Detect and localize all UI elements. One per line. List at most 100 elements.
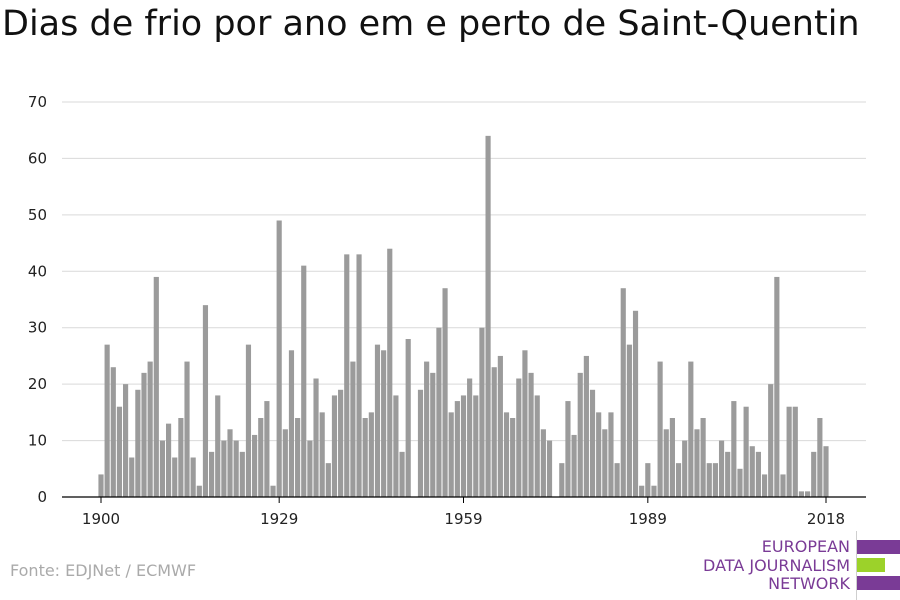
bar-2013 xyxy=(792,406,798,497)
logo-divider xyxy=(856,531,857,600)
bar-2015 xyxy=(804,491,811,497)
bar-1967 xyxy=(510,418,516,497)
bar-1962 xyxy=(479,327,485,497)
bar-1944 xyxy=(368,412,374,497)
y-tick-label: 40 xyxy=(28,262,47,280)
bar-1921 xyxy=(227,429,233,497)
y-tick-label: 0 xyxy=(37,488,47,506)
bar-1912 xyxy=(172,457,178,497)
bar-1913 xyxy=(178,418,184,497)
bar-1947 xyxy=(387,248,393,497)
source-note: Fonte: EDJNet / ECMWF xyxy=(10,561,197,580)
bar-1966 xyxy=(503,412,510,497)
bar-1981 xyxy=(596,412,602,497)
bar-1946 xyxy=(381,350,387,497)
bar-1985 xyxy=(620,288,626,497)
bar-1958 xyxy=(454,401,460,497)
bar-1900 xyxy=(98,474,104,497)
edjnet-logo: EUROPEAN DATA JOURNALISM NETWORK xyxy=(700,531,900,600)
bar-2017 xyxy=(817,418,823,497)
bar-2009 xyxy=(768,384,774,497)
x-tick-label: 1900 xyxy=(82,510,120,528)
bar-1940 xyxy=(344,254,350,497)
bar-2005 xyxy=(743,406,749,497)
bar-1969 xyxy=(522,350,528,497)
bar-series xyxy=(98,135,829,498)
bar-1918 xyxy=(209,451,215,497)
bar-1999 xyxy=(706,463,712,497)
bar-1997 xyxy=(694,429,700,497)
bar-1931 xyxy=(288,350,295,497)
bar-1990 xyxy=(651,485,657,497)
x-tick-label: 1959 xyxy=(444,510,482,528)
bar-1963 xyxy=(485,135,491,498)
bar-1956 xyxy=(442,288,448,497)
axes: 0 10 20 30 40 50 60 70 1900 1929 1959 1989 2018 xyxy=(28,93,866,528)
bar-1936 xyxy=(319,412,325,497)
bar-1978 xyxy=(577,372,583,497)
bar-1961 xyxy=(473,395,479,497)
bar-1928 xyxy=(270,485,276,497)
bar-1991 xyxy=(657,361,663,497)
bar-1914 xyxy=(184,361,190,497)
logo-bar-purple-bottom xyxy=(857,576,900,590)
bar-2003 xyxy=(731,401,737,497)
bar-1950 xyxy=(405,339,411,497)
bar-1998 xyxy=(700,418,706,497)
bar-2014 xyxy=(798,491,804,497)
bar-1917 xyxy=(202,305,209,497)
bar-2000 xyxy=(712,463,718,497)
bar-1965 xyxy=(497,355,503,497)
bar-2008 xyxy=(761,474,768,497)
bar-1964 xyxy=(491,367,497,497)
logo-line-european: EUROPEAN xyxy=(761,537,850,556)
logo-line-network: NETWORK xyxy=(768,574,850,593)
bar-1952 xyxy=(417,389,424,497)
bar-1943 xyxy=(362,418,368,497)
bar-1989 xyxy=(645,463,651,497)
bar-1915 xyxy=(190,457,196,497)
bar-1986 xyxy=(626,344,632,497)
bar-1904 xyxy=(123,384,129,497)
bar-1983 xyxy=(608,412,614,497)
bar-2002 xyxy=(725,451,731,497)
x-tick-label: 2018 xyxy=(807,510,845,528)
bar-1935 xyxy=(313,378,319,497)
bar-1945 xyxy=(374,344,381,497)
y-tick-label: 10 xyxy=(28,432,47,450)
y-tick-label: 20 xyxy=(28,375,47,393)
bar-1939 xyxy=(338,389,344,497)
bar-1979 xyxy=(583,355,589,497)
bar-1949 xyxy=(399,451,405,497)
bar-1922 xyxy=(233,440,239,497)
bar-1982 xyxy=(602,429,608,497)
bar-2001 xyxy=(718,440,725,497)
bar-1903 xyxy=(116,406,123,497)
bar-1926 xyxy=(258,418,264,497)
bar-1923 xyxy=(239,451,245,497)
bar-1909 xyxy=(153,276,159,497)
bar-2018 xyxy=(823,446,829,497)
logo-bar-green xyxy=(857,558,885,572)
bar-2011 xyxy=(780,474,786,497)
bar-1957 xyxy=(448,412,454,497)
bar-1987 xyxy=(632,310,639,497)
bar-1933 xyxy=(301,265,307,497)
bar-1924 xyxy=(245,344,252,497)
bar-1984 xyxy=(614,463,620,497)
bar-1938 xyxy=(331,395,338,497)
bar-1942 xyxy=(356,254,362,497)
bar-1906 xyxy=(135,389,141,497)
bar-1996 xyxy=(688,361,694,497)
bar-1954 xyxy=(430,372,436,497)
chart-title: Dias de frio por ano em e perto de Saint… xyxy=(2,4,860,44)
bar-1992 xyxy=(663,429,669,497)
bar-2007 xyxy=(755,451,761,497)
bar-1902 xyxy=(110,367,116,497)
bar-1953 xyxy=(424,361,430,497)
bar-1994 xyxy=(675,463,682,497)
bar-1970 xyxy=(528,372,534,497)
bar-2006 xyxy=(749,446,755,497)
bar-1941 xyxy=(350,361,356,497)
y-tick-label: 60 xyxy=(28,149,47,167)
